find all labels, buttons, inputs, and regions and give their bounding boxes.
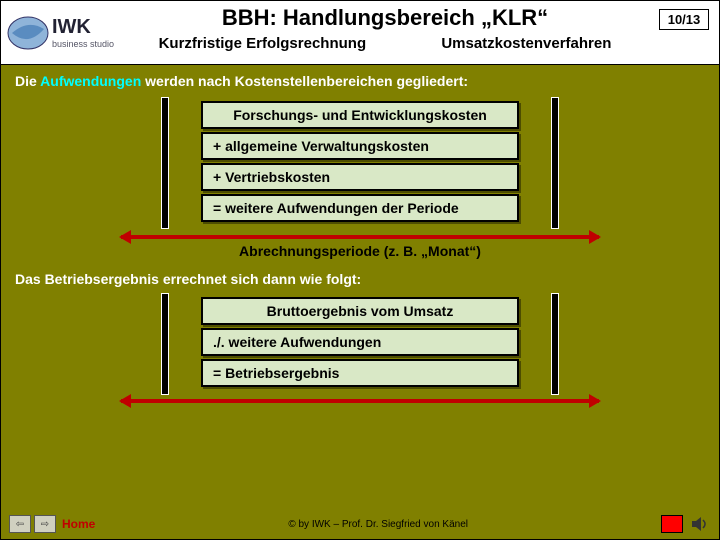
logo-sub: business studio: [52, 39, 114, 49]
bracket-left: [161, 293, 169, 395]
prev-button[interactable]: ⇦: [9, 515, 31, 533]
calc-row: + allgemeine Verwaltungskosten: [201, 132, 519, 160]
text-2: Das Betriebsergebnis errechnet sich dann…: [1, 263, 719, 291]
highlight: Aufwendungen: [40, 73, 141, 89]
next-button[interactable]: ⇨: [34, 515, 56, 533]
slide: IWK business studio BBH: Handlungsbereic…: [0, 0, 720, 540]
header: IWK business studio BBH: Handlungsbereic…: [1, 1, 719, 65]
period-arrow: Abrechnungsperiode (z. B. „Monat“): [121, 235, 599, 263]
home-button[interactable]: Home: [62, 517, 95, 531]
nav-buttons: ⇦ ⇨: [9, 515, 56, 533]
calc-row: + Vertriebskosten: [201, 163, 519, 191]
title-area: BBH: Handlungsbereich „KLR“ Kurzfristige…: [121, 1, 649, 64]
copyright: © by IWK – Prof. Dr. Siegfried von Känel: [95, 519, 661, 530]
calc-row: = weitere Aufwendungen der Periode: [201, 194, 519, 222]
speaker-icon[interactable]: [689, 515, 711, 533]
calc-row: Forschungs- und Entwicklungskosten: [201, 101, 519, 129]
bracket-left: [161, 97, 169, 229]
logo-text: IWK: [52, 16, 91, 38]
subtitle-2: Umsatzkostenverfahren: [441, 35, 611, 52]
main-title: BBH: Handlungsbereich „KLR“: [121, 1, 649, 33]
bracket-right: [551, 293, 559, 395]
period-arrow-2: [121, 399, 599, 411]
calc-row: Bruttoergebnis vom Umsatz: [201, 297, 519, 325]
logo: IWK business studio: [1, 1, 121, 64]
calc-row: = Betriebsergebnis: [201, 359, 519, 387]
page-indicator: 10/13: [649, 1, 719, 64]
page-number: 10/13: [659, 9, 710, 30]
calc-row: ./. weitere Aufwendungen: [201, 328, 519, 356]
subtitle-1: Kurzfristige Erfolgsrechnung: [159, 35, 367, 52]
intro-text: Die Aufwendungen werden nach Kostenstell…: [1, 65, 719, 95]
stop-button[interactable]: [661, 515, 683, 533]
calc-block-2: Bruttoergebnis vom Umsatz ./. weitere Au…: [41, 293, 679, 395]
footer: ⇦ ⇨ Home © by IWK – Prof. Dr. Siegfried …: [1, 509, 719, 539]
calc-block-1: Forschungs- und Entwicklungskosten + all…: [41, 97, 679, 229]
bracket-right: [551, 97, 559, 229]
